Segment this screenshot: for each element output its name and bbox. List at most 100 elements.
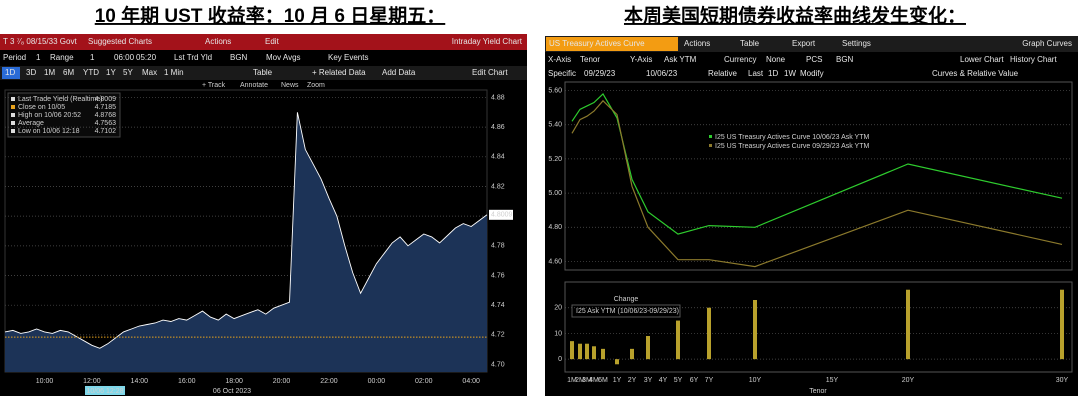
setting[interactable]: History Chart <box>1010 55 1057 64</box>
y-tick-label: 4.86 <box>491 124 505 131</box>
period-button[interactable]: Edit Chart <box>472 68 508 77</box>
menu-item[interactable]: T 3 ⁷⁄₈ 08/15/33 Govt <box>3 37 77 46</box>
y-tick-label: 4.78 <box>491 243 505 250</box>
setting[interactable]: 1 <box>36 53 41 62</box>
date-control[interactable]: Relative <box>708 69 737 78</box>
x-tick-label: 3M <box>582 377 592 384</box>
menu-item[interactable]: Table <box>740 39 760 48</box>
setting[interactable]: BGN <box>230 53 248 62</box>
period-button[interactable]: 1D <box>5 68 15 77</box>
x-tick-label: 2Y <box>628 377 637 384</box>
chart-tool[interactable]: News <box>281 82 299 89</box>
date-control[interactable]: Modify <box>800 69 824 78</box>
date-control[interactable]: Specific <box>548 69 576 78</box>
bar <box>707 307 711 360</box>
chart-tool[interactable]: Zoom <box>307 82 325 89</box>
legend-swatch <box>11 105 15 109</box>
y-tick-label: 4.82 <box>491 183 505 190</box>
period-button[interactable]: YTD <box>83 68 99 77</box>
legend-title: Change <box>614 296 639 303</box>
last-value: 4.8009 <box>491 212 513 219</box>
left-menu-bar <box>0 34 527 50</box>
legend-box <box>7 92 121 138</box>
y-tick-label: 4.60 <box>548 258 562 265</box>
setting[interactable]: Period <box>3 53 26 62</box>
line <box>4 112 488 349</box>
bar <box>1060 289 1064 360</box>
date-control[interactable]: 1W <box>784 69 796 78</box>
date-control[interactable]: 09/29/23 <box>584 69 616 78</box>
period-button[interactable]: Table <box>253 68 273 77</box>
right-menu-bar <box>545 36 1078 52</box>
y-tick-label: 0 <box>558 356 562 363</box>
period-button[interactable]: 1Y <box>106 68 116 77</box>
cursor-label: 10/06 12:28 <box>87 388 124 395</box>
setting[interactable]: Mov Avgs <box>266 53 301 62</box>
x-tick-label: 22:00 <box>320 378 338 385</box>
setting[interactable]: 05:20 <box>136 53 157 62</box>
x-tick-label: 1Y <box>613 377 622 384</box>
setting[interactable]: Lst Trd Yld <box>174 53 212 62</box>
period-button[interactable]: Max <box>142 68 157 77</box>
menu-item[interactable]: Edit <box>265 37 280 46</box>
x-tick-label: 6M <box>598 377 608 384</box>
menu-item[interactable]: Actions <box>205 37 231 46</box>
date-control[interactable]: Last <box>748 69 764 78</box>
period-button[interactable]: 6M <box>63 68 74 77</box>
setting[interactable]: 1 <box>90 53 95 62</box>
bar <box>646 336 650 360</box>
period-button[interactable]: + Related Data <box>312 68 366 77</box>
setting[interactable]: Lower Chart <box>960 55 1004 64</box>
x-tick-label: 10:00 <box>36 378 54 385</box>
x-tick-label: 14:00 <box>131 378 149 385</box>
setting[interactable]: Range <box>50 53 74 62</box>
menu-item[interactable]: Actions <box>684 39 710 48</box>
x-tick-label: 10Y <box>749 377 762 384</box>
menu-item[interactable]: Export <box>792 39 816 48</box>
setting[interactable]: PCS <box>806 55 822 64</box>
x-tick-label: 15Y <box>826 377 839 384</box>
legend-swatch <box>11 121 15 125</box>
menu-item[interactable]: Settings <box>842 39 871 48</box>
menu-item[interactable]: Intraday Yield Chart <box>452 37 523 46</box>
x-tick-label: 3Y <box>644 377 653 384</box>
menu-item[interactable]: US Treasury Actives Curve <box>549 39 645 48</box>
legend-label: I25 Ask YTM (10/06/23-09/29/23) <box>576 308 679 315</box>
period-button[interactable]: Add Data <box>382 68 416 77</box>
x-tick-label: 20:00 <box>273 378 291 385</box>
legend-swatch <box>709 135 712 138</box>
setting[interactable]: 06:00 <box>114 53 135 62</box>
chart-tool[interactable]: Annotate <box>240 82 268 89</box>
period-button[interactable]: 3D <box>26 68 36 77</box>
setting[interactable]: Tenor <box>580 55 600 64</box>
active-tab[interactable] <box>546 37 678 51</box>
legend-label: Close on 10/05 <box>18 104 65 111</box>
bar <box>592 346 596 360</box>
menu-item[interactable]: Suggested Charts <box>88 37 152 46</box>
x-tick-label: 4Y <box>659 377 668 384</box>
y-tick-label: 4.84 <box>491 154 505 161</box>
setting[interactable]: X-Axis <box>548 55 571 64</box>
x-tick-label: 7Y <box>705 377 714 384</box>
setting[interactable]: Key Events <box>328 53 368 62</box>
legend-value: 4.8768 <box>95 112 117 119</box>
bar <box>906 289 910 360</box>
setting[interactable]: None <box>766 55 786 64</box>
menu-item[interactable]: Graph Curves <box>1022 39 1072 48</box>
date-control[interactable]: Curves & Relative Value <box>932 69 1019 78</box>
setting[interactable]: Ask YTM <box>664 55 697 64</box>
date-control[interactable]: 1D <box>768 69 778 78</box>
period-button[interactable]: 1 Min <box>164 68 184 77</box>
date-control[interactable]: 10/06/23 <box>646 69 678 78</box>
period-button[interactable]: 5Y <box>123 68 133 77</box>
x-tick-label: 16:00 <box>178 378 196 385</box>
period-button[interactable]: 1M <box>44 68 55 77</box>
chart-tool[interactable]: + Track <box>202 82 226 89</box>
setting[interactable]: Currency <box>724 55 756 64</box>
curve-line <box>571 99 1063 268</box>
x-tick-label: 18:00 <box>225 378 243 385</box>
setting[interactable]: BGN <box>836 55 854 64</box>
upper-plot <box>564 81 1073 271</box>
setting[interactable]: Y-Axis <box>630 55 652 64</box>
y-tick-label: 5.40 <box>548 122 562 129</box>
